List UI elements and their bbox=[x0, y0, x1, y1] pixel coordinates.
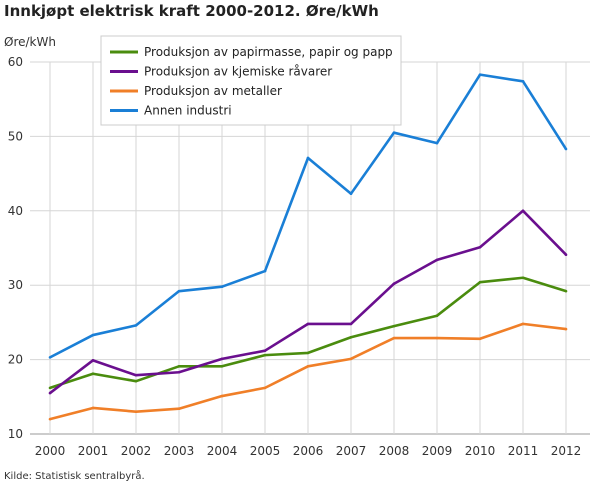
data-point bbox=[306, 322, 310, 326]
data-point bbox=[91, 333, 95, 337]
x-tick-label: 2010 bbox=[465, 444, 496, 458]
data-point bbox=[306, 156, 310, 160]
source-note: Kilde: Statistisk sentralbyrå. bbox=[4, 471, 145, 482]
data-point bbox=[306, 351, 310, 355]
x-tick-label: 2011 bbox=[508, 444, 539, 458]
data-point bbox=[177, 370, 181, 374]
data-point bbox=[564, 147, 568, 151]
data-point bbox=[263, 269, 267, 273]
data-point bbox=[48, 417, 52, 421]
data-point bbox=[435, 141, 439, 145]
x-tick-label: 2001 bbox=[78, 444, 109, 458]
data-point bbox=[134, 410, 138, 413]
data-point bbox=[349, 192, 353, 195]
y-tick-label: 60 bbox=[8, 55, 23, 69]
x-tick-label: 2006 bbox=[293, 444, 324, 458]
x-tick-label: 2005 bbox=[250, 444, 281, 458]
data-point bbox=[48, 356, 52, 359]
data-point bbox=[134, 373, 138, 377]
data-point bbox=[478, 73, 482, 76]
data-point bbox=[220, 357, 224, 361]
x-tick-label: 2004 bbox=[207, 444, 238, 458]
data-point bbox=[134, 324, 138, 327]
data-point bbox=[564, 289, 568, 293]
data-point bbox=[521, 322, 525, 326]
data-point bbox=[478, 337, 482, 341]
data-point bbox=[177, 407, 181, 411]
legend-label: Produksjon av papirmasse, papir og papp bbox=[144, 45, 393, 59]
data-point bbox=[521, 209, 525, 213]
data-point bbox=[306, 364, 310, 368]
legend: Produksjon av papirmasse, papir og papp P… bbox=[100, 35, 402, 126]
x-tick-label: 2009 bbox=[422, 444, 453, 458]
y-tick-label: 10 bbox=[8, 427, 23, 441]
data-point bbox=[435, 314, 439, 318]
data-point bbox=[564, 253, 568, 256]
y-tick-label: 30 bbox=[8, 278, 23, 292]
data-point bbox=[435, 258, 439, 262]
data-point bbox=[478, 245, 482, 249]
data-point bbox=[91, 406, 95, 410]
data-point bbox=[220, 285, 224, 288]
x-tick-label: 2012 bbox=[551, 444, 582, 458]
data-point bbox=[435, 336, 439, 340]
y-tick-label: 20 bbox=[8, 353, 23, 367]
data-point bbox=[263, 386, 267, 390]
x-tick-label: 2003 bbox=[164, 444, 195, 458]
x-tick-label: 2007 bbox=[336, 444, 367, 458]
legend-box bbox=[100, 35, 402, 126]
data-point bbox=[392, 336, 396, 340]
data-point bbox=[349, 322, 353, 326]
data-point bbox=[349, 357, 353, 361]
data-point bbox=[349, 335, 353, 339]
data-point bbox=[220, 394, 224, 398]
legend-label: Produksjon av metaller bbox=[144, 84, 282, 98]
data-point bbox=[263, 349, 267, 352]
data-point bbox=[177, 364, 181, 368]
data-point bbox=[521, 276, 525, 280]
data-point bbox=[134, 379, 138, 383]
data-point bbox=[564, 327, 568, 331]
legend-label: Produksjon av kjemiske råvarer bbox=[144, 65, 332, 79]
data-point bbox=[392, 131, 396, 134]
y-tick-label: 40 bbox=[8, 204, 23, 218]
y-axis-label: Øre/kWh bbox=[4, 35, 56, 49]
data-point bbox=[521, 80, 525, 83]
data-point bbox=[263, 353, 267, 357]
data-point bbox=[478, 280, 482, 284]
data-point bbox=[220, 364, 224, 368]
data-point bbox=[177, 289, 181, 293]
data-point bbox=[48, 391, 52, 395]
x-tick-label: 2008 bbox=[379, 444, 410, 458]
y-tick-label: 50 bbox=[8, 129, 23, 143]
data-point bbox=[91, 372, 95, 376]
data-point bbox=[392, 282, 396, 286]
chart-title: Innkjøpt elektrisk kraft 2000-2012. Øre/… bbox=[4, 2, 379, 20]
x-tick-label: 2002 bbox=[121, 444, 152, 458]
data-point bbox=[91, 359, 95, 362]
legend-label: Annen industri bbox=[144, 104, 232, 118]
data-point bbox=[392, 324, 396, 328]
x-tick-label: 2000 bbox=[35, 444, 66, 458]
data-point bbox=[48, 386, 52, 390]
